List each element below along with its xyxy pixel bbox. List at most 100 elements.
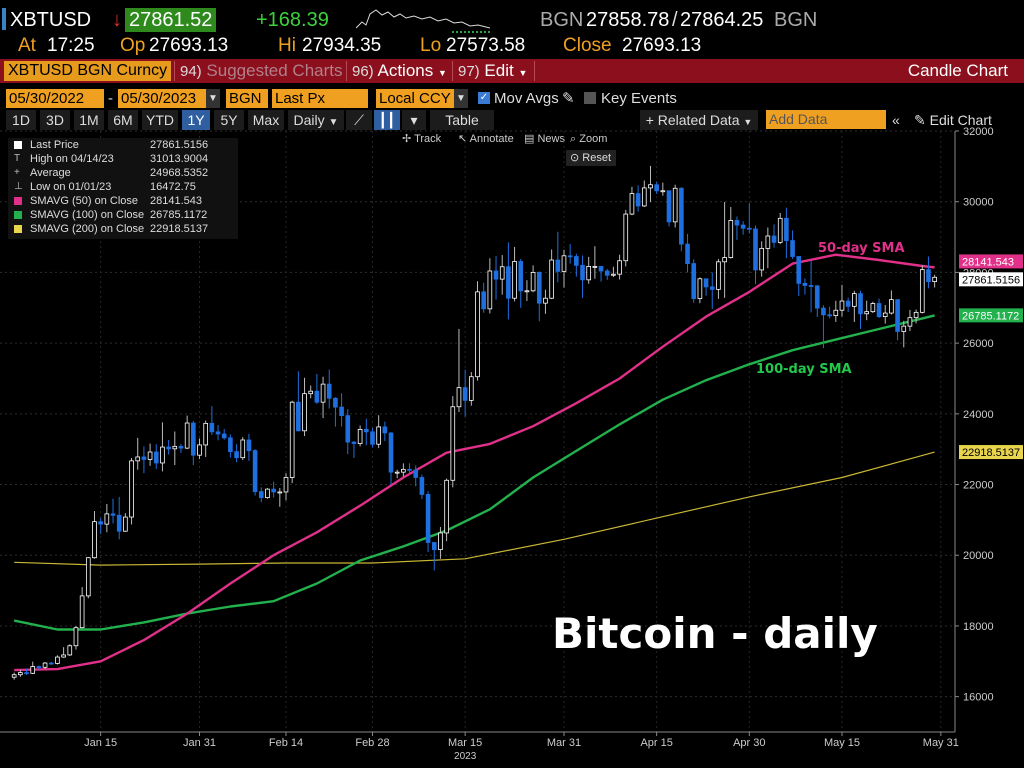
candle bbox=[36, 665, 42, 670]
legend-label: SMAVG (50) on Close bbox=[30, 195, 139, 207]
candle-body bbox=[660, 190, 666, 193]
chart-type-dropdown-icon[interactable]: ▾ bbox=[402, 110, 426, 130]
candle-body bbox=[549, 259, 554, 299]
period-5y[interactable]: 5Y bbox=[214, 110, 244, 130]
calendar-dropdown-icon[interactable]: ▼ bbox=[206, 89, 220, 108]
track-tool[interactable]: ✢ Track bbox=[402, 131, 441, 148]
candle bbox=[691, 259, 697, 303]
function-toolbar: XBTUSD BGN Curncy 94) Suggested Charts 9… bbox=[0, 59, 1024, 83]
frequency-selector[interactable]: Daily ▼ bbox=[288, 110, 344, 130]
candle bbox=[116, 496, 122, 540]
candle-body bbox=[314, 390, 320, 403]
date-range-dash: - bbox=[108, 90, 113, 107]
suggested-charts-number: 94) bbox=[180, 63, 202, 80]
legend-glyph: + bbox=[14, 167, 20, 178]
period-1y[interactable]: 1Y bbox=[182, 110, 210, 130]
key-events-checkbox[interactable] bbox=[584, 92, 596, 104]
candle-body bbox=[363, 428, 369, 433]
candle-body bbox=[493, 270, 499, 280]
edit-menu[interactable]: 97) Edit ▼ bbox=[458, 59, 527, 83]
candle-body bbox=[160, 446, 165, 464]
candle-body bbox=[895, 299, 900, 332]
candle-body bbox=[283, 477, 289, 493]
candle bbox=[388, 432, 394, 485]
legend-value: 22918.5137 bbox=[150, 223, 209, 235]
candle-body bbox=[172, 445, 178, 450]
candle bbox=[240, 437, 246, 461]
candle-body bbox=[499, 266, 505, 280]
low-value: 27573.58 bbox=[446, 35, 526, 56]
candle-body bbox=[672, 187, 678, 223]
reset-button[interactable]: ⊙ Reset bbox=[566, 150, 616, 166]
candle-body bbox=[141, 456, 147, 460]
candle bbox=[703, 278, 709, 296]
caret-down-icon: ▼ bbox=[437, 68, 447, 78]
candle-body bbox=[740, 224, 746, 229]
candle-body bbox=[784, 217, 789, 241]
candle bbox=[339, 393, 344, 427]
chevron-down-icon[interactable]: ▼ bbox=[454, 89, 468, 108]
security-field[interactable]: XBTUSD BGN Curncy bbox=[4, 61, 172, 81]
actions-menu[interactable]: 96) Actions ▼ bbox=[352, 59, 447, 83]
period-6m[interactable]: 6M bbox=[108, 110, 138, 130]
candle-body bbox=[215, 431, 221, 435]
period-3d[interactable]: 3D bbox=[40, 110, 70, 130]
ticker[interactable]: XBTUSD bbox=[10, 9, 92, 31]
add-data-input[interactable]: Add Data bbox=[766, 110, 886, 129]
period-1d[interactable]: 1D bbox=[6, 110, 36, 130]
currency-selector[interactable]: Local CCY ▼ bbox=[376, 89, 468, 108]
period-max[interactable]: Max bbox=[248, 110, 284, 130]
candle-body bbox=[648, 184, 653, 189]
candle bbox=[876, 298, 882, 319]
candle bbox=[203, 420, 208, 457]
y-tick-label: 22000 bbox=[963, 480, 994, 492]
sma-100-path bbox=[13, 314, 935, 631]
candle-body bbox=[425, 494, 431, 543]
legend-row: SMAVG (100) on Close 26785.1172 bbox=[8, 208, 238, 222]
candle-chart-icon[interactable]: ┃┃ bbox=[374, 110, 400, 130]
field-selector[interactable]: Last Px bbox=[272, 89, 368, 108]
candle-body bbox=[641, 187, 647, 207]
period-ytd[interactable]: YTD bbox=[142, 110, 178, 130]
legend-swatch bbox=[14, 197, 22, 205]
zoom-tool[interactable]: ⌕ Zoom bbox=[570, 131, 607, 148]
edit-number: 97) bbox=[458, 63, 480, 80]
candle bbox=[580, 255, 585, 298]
pencil-icon[interactable]: ✎ bbox=[562, 90, 575, 107]
period-1m[interactable]: 1M bbox=[74, 110, 104, 130]
end-date-field[interactable]: 05/30/2023 ▼ bbox=[118, 89, 220, 108]
candle bbox=[345, 409, 351, 455]
related-data-menu[interactable]: + Related Data ▼ bbox=[640, 110, 758, 130]
reset-label: Reset bbox=[582, 152, 612, 164]
legend-value: 31013.9004 bbox=[150, 153, 209, 165]
pricing-source-field[interactable]: BGN bbox=[226, 89, 268, 108]
bid-ask-separator: / bbox=[672, 9, 678, 31]
start-date-field[interactable]: 05/30/2022 bbox=[6, 89, 104, 108]
candle-body bbox=[623, 213, 629, 262]
candle bbox=[30, 661, 36, 675]
table-button[interactable]: Table bbox=[430, 110, 494, 130]
x-tick-label: Jan 31 bbox=[183, 737, 216, 749]
candle bbox=[833, 300, 839, 322]
open-label: Op bbox=[120, 35, 146, 56]
candle bbox=[777, 213, 783, 245]
candle-body bbox=[852, 293, 857, 307]
collapse-left-icon[interactable]: « bbox=[892, 112, 900, 128]
candle-body bbox=[691, 263, 697, 299]
toolbar-separator bbox=[452, 61, 453, 81]
candle bbox=[61, 647, 66, 658]
annotate-tool[interactable]: ↖ Annotate bbox=[458, 131, 514, 148]
edit-chart-button[interactable]: ✎ Edit Chart bbox=[914, 112, 992, 128]
candle-body bbox=[36, 666, 42, 668]
candle bbox=[524, 280, 530, 302]
candle-body bbox=[357, 428, 363, 444]
line-chart-icon[interactable]: ⟋ bbox=[346, 110, 372, 130]
candle-body bbox=[747, 227, 752, 230]
price-tag-label: 22918.5137 bbox=[962, 447, 1020, 459]
suggested-charts-menu[interactable]: 94) Suggested Charts bbox=[180, 59, 343, 83]
candle-body bbox=[734, 220, 740, 226]
candle bbox=[499, 255, 505, 295]
news-tool[interactable]: ▤ News bbox=[524, 131, 565, 148]
suggested-charts-label: Suggested Charts bbox=[206, 61, 343, 80]
mov-avgs-checkbox[interactable]: ✓ bbox=[478, 92, 490, 104]
